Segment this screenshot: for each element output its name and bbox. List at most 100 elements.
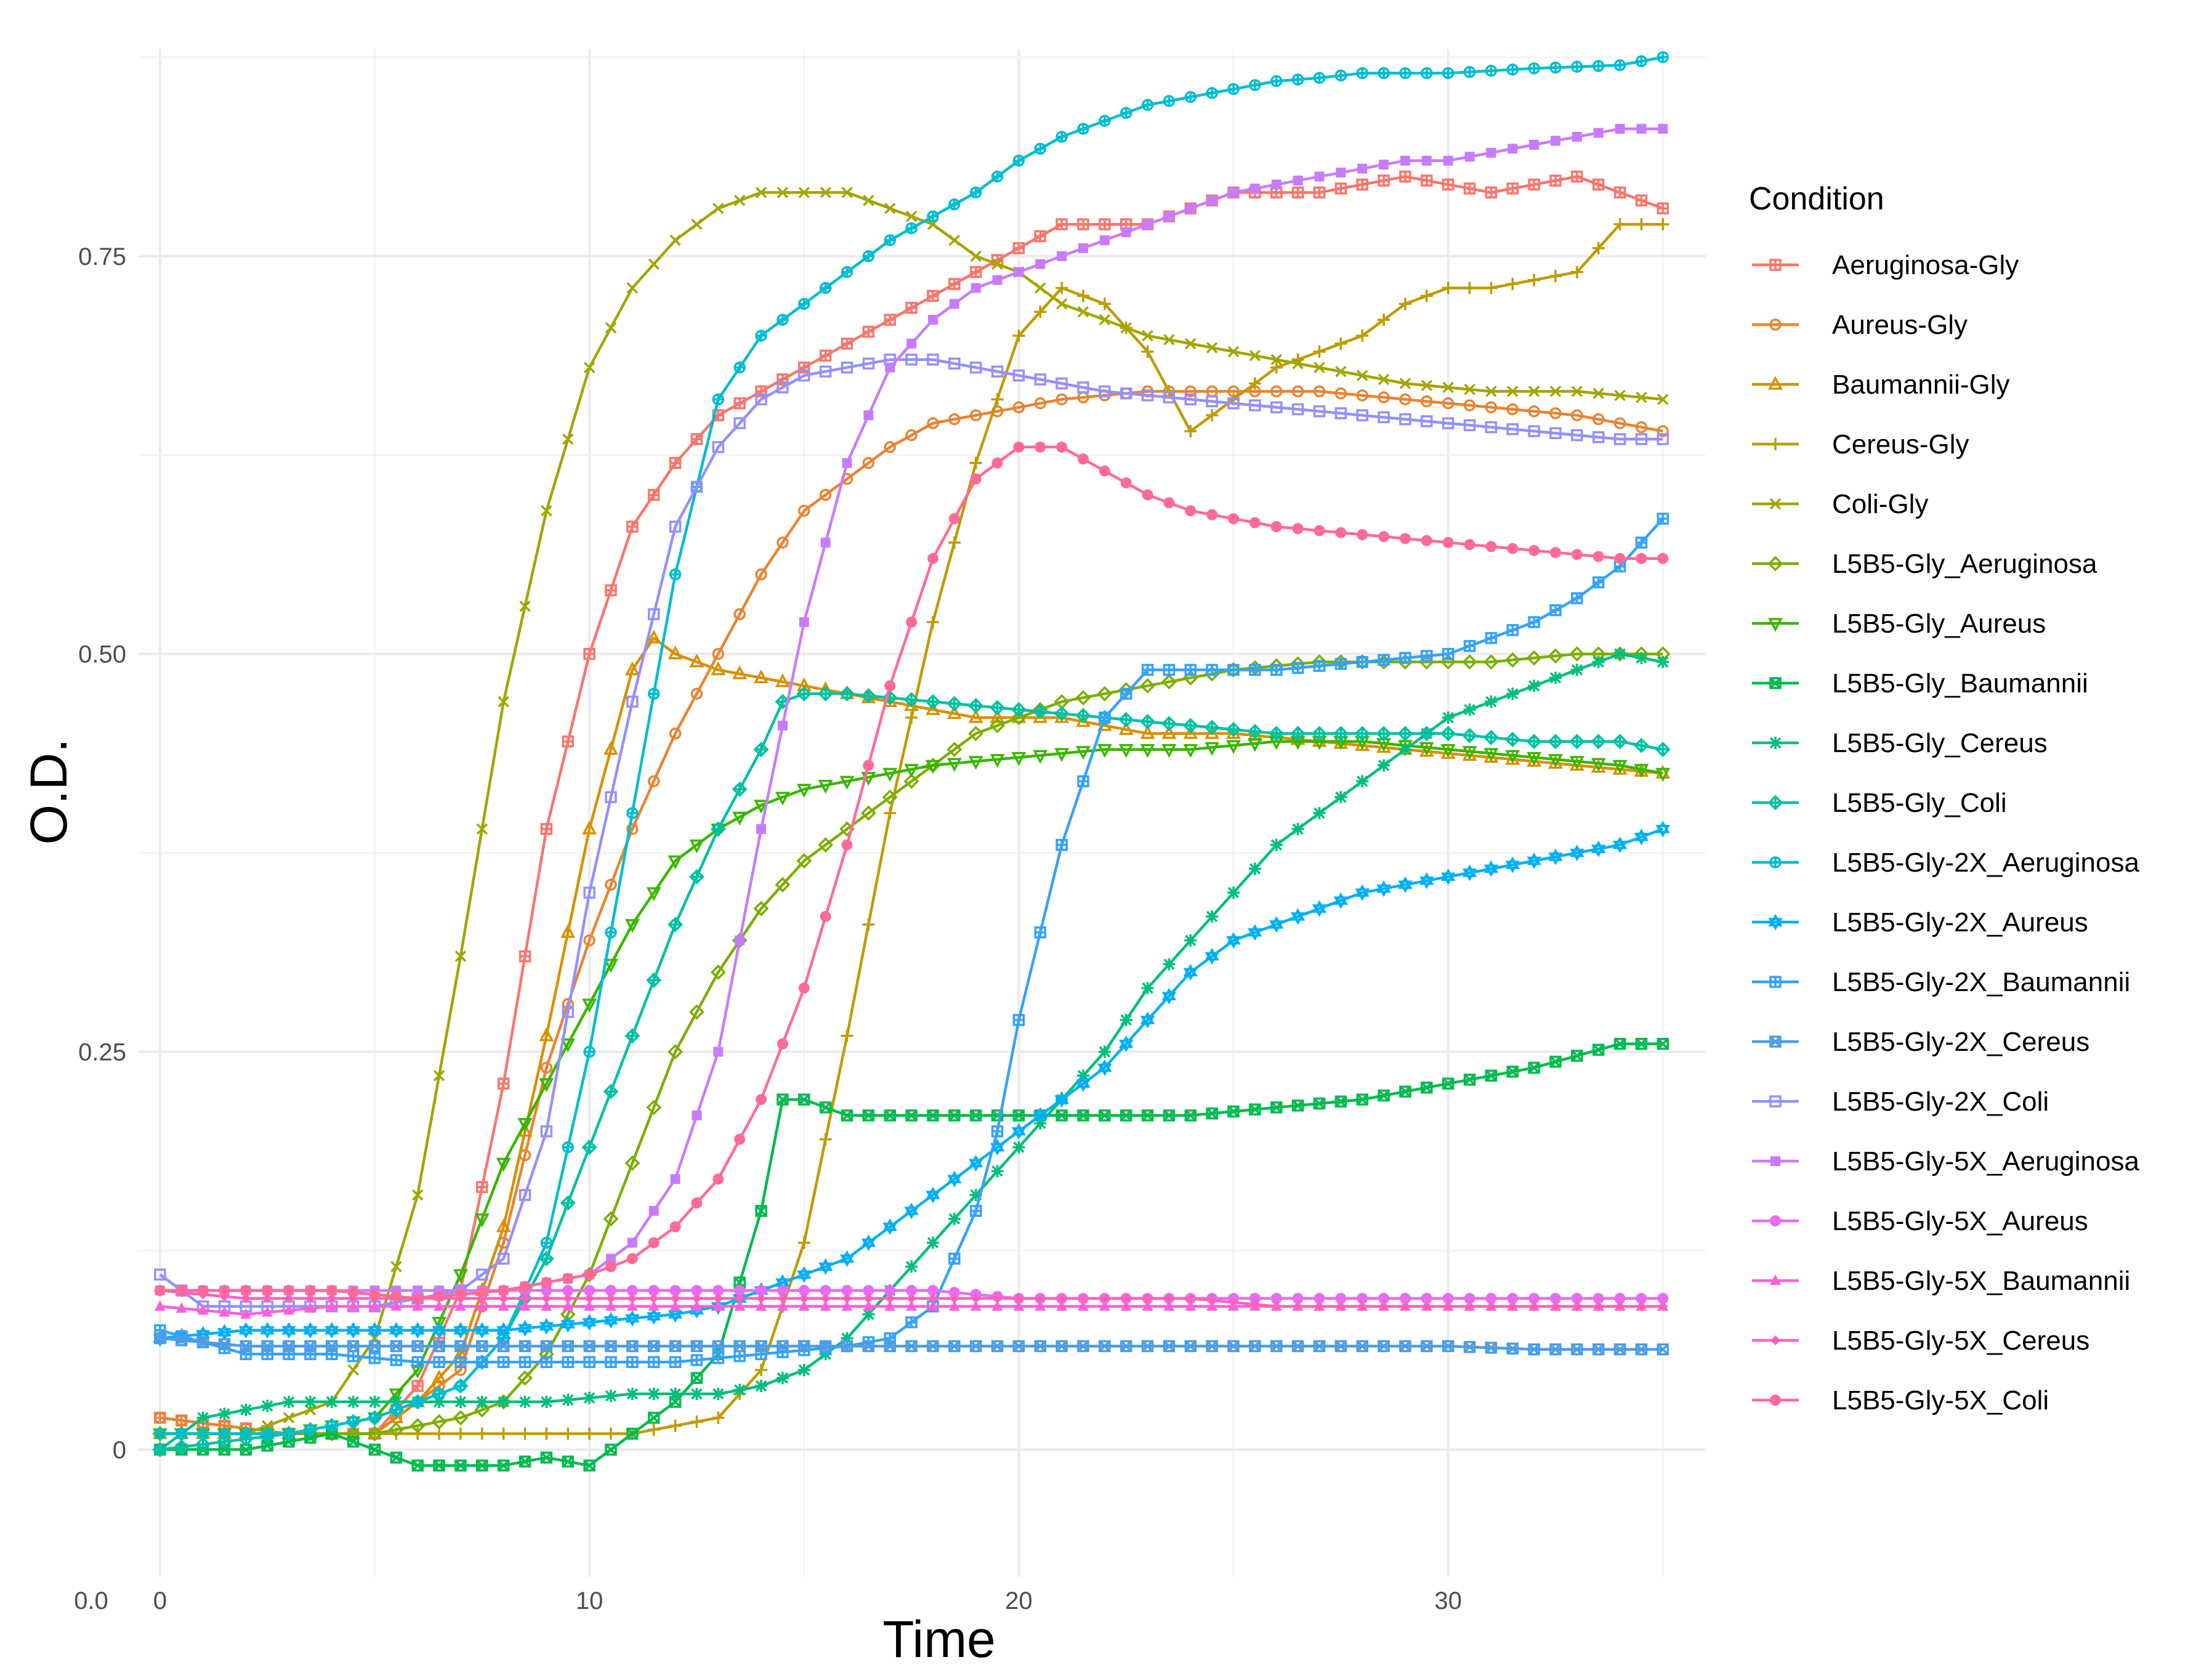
data-point — [1612, 836, 1628, 854]
data-point — [1227, 83, 1240, 95]
data-point — [777, 187, 789, 198]
data-point — [947, 1170, 962, 1188]
data-point — [862, 918, 875, 931]
data-point — [884, 314, 896, 326]
data-point — [818, 780, 833, 794]
data-point — [1248, 862, 1261, 875]
data-point — [240, 1403, 252, 1416]
data-point — [754, 800, 769, 814]
data-point — [1163, 958, 1176, 971]
data-point — [1485, 421, 1498, 434]
data-point — [1464, 1292, 1475, 1304]
data-point — [1635, 55, 1648, 68]
data-point — [648, 1205, 659, 1216]
data-point — [1636, 553, 1647, 564]
legend-item: L5B5-Gly_Aeruginosa — [1752, 549, 2097, 579]
legend-label: L5B5-Gly-2X_Cereus — [1832, 1027, 2089, 1057]
data-point — [927, 354, 939, 366]
y-tick-label: 0.50 — [78, 641, 126, 668]
data-point — [1357, 1301, 1368, 1311]
data-point — [627, 1293, 637, 1303]
data-point — [1011, 702, 1027, 718]
data-point — [1206, 509, 1218, 521]
data-point — [1227, 663, 1240, 676]
data-point — [1140, 713, 1156, 729]
data-point — [520, 1293, 530, 1303]
data-point — [884, 1300, 896, 1311]
data-point — [1548, 754, 1563, 768]
data-point — [605, 1254, 616, 1264]
legend-label: Baumannii-Gly — [1832, 370, 2010, 400]
data-point — [1635, 537, 1648, 549]
data-point — [583, 886, 595, 899]
data-point — [497, 1427, 510, 1440]
data-point — [905, 222, 918, 235]
data-point — [1528, 679, 1541, 692]
data-point — [733, 608, 746, 620]
data-point — [1376, 880, 1391, 897]
data-point — [1463, 640, 1476, 652]
data-point — [647, 1356, 660, 1368]
data-point — [882, 768, 898, 782]
data-point — [583, 1459, 595, 1472]
data-point — [841, 839, 853, 851]
data-point — [1613, 1343, 1626, 1356]
data-point — [756, 1293, 767, 1303]
data-point — [755, 187, 767, 198]
data-point — [603, 1311, 618, 1329]
data-point — [1357, 163, 1368, 174]
data-point — [218, 1338, 231, 1350]
data-point — [1120, 477, 1132, 488]
data-point — [1012, 369, 1025, 382]
data-point — [1206, 1300, 1218, 1311]
data-point — [1399, 1085, 1411, 1098]
data-point — [1183, 963, 1198, 981]
data-point — [519, 1340, 531, 1353]
data-point — [411, 1396, 424, 1408]
data-point — [283, 1340, 295, 1353]
data-point — [905, 211, 918, 222]
data-point — [1312, 900, 1327, 917]
data-point — [1314, 1292, 1325, 1304]
data-point — [1077, 123, 1089, 135]
data-point — [390, 1395, 403, 1408]
data-point — [753, 742, 769, 758]
data-point — [688, 869, 704, 885]
data-point — [605, 1356, 617, 1368]
data-point — [433, 1070, 445, 1082]
data-point — [1526, 650, 1542, 666]
data-point — [1442, 647, 1455, 660]
data-point — [1612, 734, 1628, 750]
data-point — [1120, 1013, 1132, 1026]
data-point — [1119, 1035, 1134, 1053]
data-point — [432, 1369, 446, 1383]
data-point — [947, 695, 963, 711]
data-point — [1378, 174, 1390, 187]
data-point — [1657, 512, 1669, 525]
data-point — [969, 1205, 982, 1217]
data-point — [325, 1322, 339, 1339]
data-point — [1419, 726, 1435, 742]
data-point — [991, 1165, 1004, 1178]
data-point — [969, 1189, 982, 1201]
data-point — [1378, 411, 1390, 424]
data-point — [583, 362, 595, 373]
data-point — [905, 1340, 918, 1353]
data-point — [1311, 726, 1327, 742]
data-point — [1399, 413, 1411, 426]
data-point — [1206, 342, 1218, 354]
data-point — [1206, 87, 1218, 99]
data-point — [1164, 211, 1174, 222]
data-point — [540, 1427, 553, 1440]
data-point — [624, 1155, 640, 1171]
data-point — [1185, 203, 1196, 214]
data-point — [1140, 743, 1155, 758]
data-point — [1506, 1066, 1519, 1078]
data-point — [626, 1356, 639, 1368]
x-tick-label: 10 — [576, 1587, 603, 1614]
data-point — [1462, 864, 1477, 881]
data-point — [862, 357, 875, 370]
data-point — [862, 1340, 875, 1353]
data-point — [1291, 403, 1304, 416]
data-point — [1379, 1301, 1389, 1311]
